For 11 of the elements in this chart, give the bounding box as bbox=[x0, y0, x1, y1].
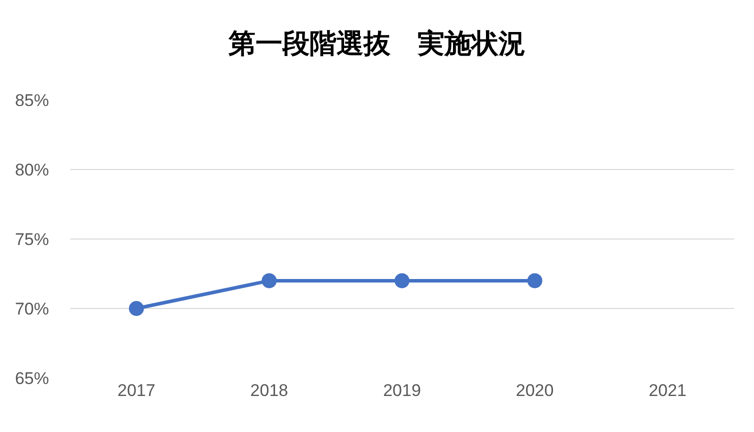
y-tick-label: 75% bbox=[14, 230, 49, 249]
y-tick-label: 80% bbox=[14, 160, 49, 180]
x-tick-label: 2020 bbox=[516, 381, 554, 400]
x-tick-label: 2021 bbox=[648, 381, 687, 400]
x-tick-label: 2017 bbox=[117, 381, 156, 400]
chart-title: 第一段階選抜 実施状況 bbox=[228, 28, 526, 59]
x-tick-label: 2018 bbox=[250, 381, 288, 400]
y-tick-label: 65% bbox=[14, 368, 49, 388]
y-tick-label: 70% bbox=[14, 299, 49, 318]
x-tick-label: 2019 bbox=[383, 381, 421, 400]
y-tick-label: 85% bbox=[14, 90, 49, 110]
